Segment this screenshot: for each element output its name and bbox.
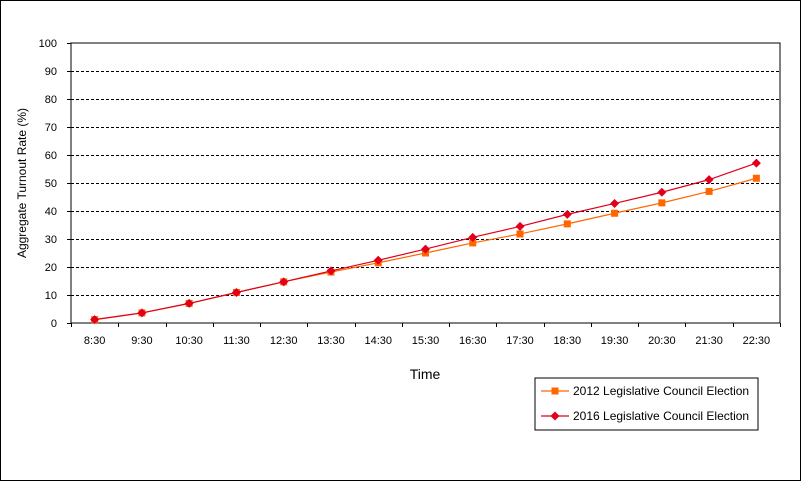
data-point [279, 277, 289, 287]
legend-entry: 2012 Legislative Council Election [541, 384, 749, 398]
x-tick-label: 20:30 [648, 335, 676, 347]
y-axis-ticks: 0 10 20 30 40 50 60 70 80 90 100 [39, 38, 71, 330]
data-point [137, 308, 147, 318]
y-tick-label: 100 [39, 38, 57, 50]
data-point [231, 287, 241, 297]
x-tick-label: 16:30 [459, 335, 487, 347]
x-axis-ticks: 8:30 9:30 10:30 11:30 12:30 13:30 14:30 15:30 16… [71, 323, 781, 347]
data-point [610, 198, 620, 208]
series-line [94, 162, 757, 321]
data-point [657, 187, 667, 197]
y-tick-label: 60 [45, 150, 57, 162]
x-tick-label: 22:30 [743, 335, 771, 347]
data-point [704, 175, 714, 185]
y-tick-label: 40 [45, 206, 57, 218]
series-2 [90, 158, 761, 325]
y-tick-label: 0 [51, 318, 57, 330]
legend-box [534, 377, 759, 431]
data-point [563, 220, 571, 228]
x-tick-label: 10:30 [175, 335, 203, 347]
y-tick-label: 30 [45, 234, 57, 246]
legend: 2012 Legislative Council Election 2016 Le… [534, 377, 759, 431]
legend-label: 2016 Legislative Council Election [573, 409, 749, 423]
y-tick-label: 70 [45, 122, 57, 134]
x-tick-label: 12:30 [270, 335, 298, 347]
data-point [90, 315, 100, 325]
data-point [373, 255, 383, 265]
legend-entry: 2016 Legislative Council Election [541, 409, 749, 423]
x-tick-label: 11:30 [223, 335, 250, 347]
y-tick-label: 80 [45, 94, 57, 106]
x-tick-label: 15:30 [412, 335, 440, 347]
data-point [326, 266, 336, 276]
x-tick-label: 9:30 [131, 335, 152, 347]
x-tick-label: 21:30 [695, 335, 723, 347]
data-point [751, 158, 761, 168]
legend-marker [551, 387, 559, 395]
y-tick-label: 50 [45, 178, 57, 190]
y-tick-label: 10 [45, 290, 57, 302]
y-axis-title: Aggregate Turnout Rate (%) [15, 108, 29, 258]
data-point [515, 221, 525, 231]
data-point [658, 199, 666, 207]
y-tick-label: 20 [45, 262, 57, 274]
x-tick-label: 14:30 [364, 335, 392, 347]
legend-marker [550, 411, 560, 421]
data-point [705, 187, 713, 195]
x-tick-label: 18:30 [554, 335, 582, 347]
legend-label: 2012 Legislative Council Election [573, 384, 749, 398]
y-tick-label: 90 [45, 66, 57, 78]
data-point [421, 244, 430, 254]
data-point [562, 209, 572, 219]
x-axis-title: Time [410, 366, 441, 382]
data-point [184, 298, 194, 308]
series-layer [90, 158, 761, 325]
data-point [468, 232, 478, 242]
x-tick-label: 13:30 [317, 335, 345, 347]
x-tick-label: 17:30 [506, 335, 534, 347]
x-tick-label: 8:30 [84, 335, 105, 347]
data-point [752, 174, 760, 182]
data-point [516, 230, 524, 238]
x-tick-label: 19:30 [601, 335, 629, 347]
gridlines [71, 71, 780, 296]
data-point [611, 209, 619, 217]
data-point [469, 239, 477, 247]
